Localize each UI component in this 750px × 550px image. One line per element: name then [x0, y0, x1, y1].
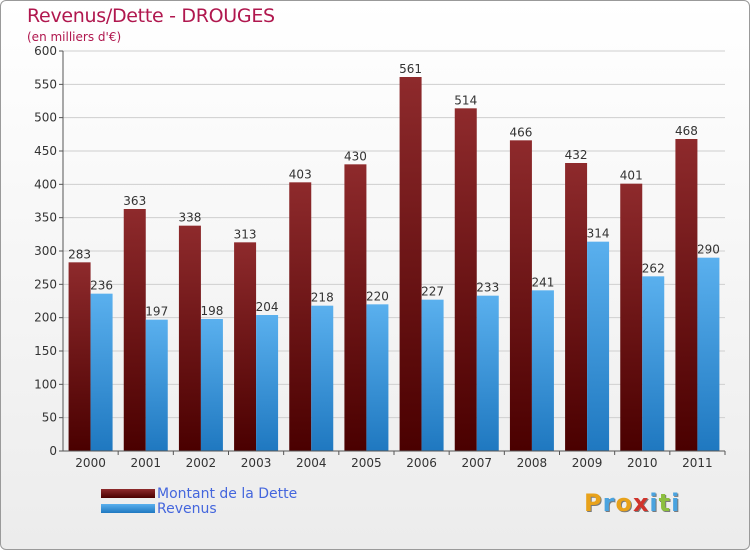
legend-item-revenue: Revenus — [101, 500, 297, 517]
bar-revenue — [366, 304, 389, 451]
data-label: 432 — [565, 148, 588, 162]
data-label: 514 — [454, 93, 477, 107]
data-label: 401 — [620, 169, 643, 183]
x-tick-label: 2007 — [461, 456, 492, 470]
legend-label-debt: Montant de la Dette — [157, 485, 298, 502]
x-tick-label: 2002 — [186, 456, 217, 470]
y-tick-label: 450 — [34, 144, 57, 158]
y-tick-label: 550 — [34, 77, 57, 91]
data-label: 233 — [476, 281, 499, 295]
bar-debt — [509, 140, 532, 452]
y-tick-label: 200 — [34, 311, 57, 325]
x-tick-label: 2004 — [296, 456, 327, 470]
bar-revenue — [531, 290, 554, 451]
bar-revenue — [697, 257, 720, 451]
x-tick-label: 2006 — [406, 456, 437, 470]
logo-letter: x — [632, 489, 650, 517]
bar-debt — [289, 182, 312, 452]
bar-debt — [399, 77, 422, 451]
data-label: 283 — [68, 247, 91, 261]
bar-revenue — [200, 319, 223, 451]
bar-debt — [344, 164, 367, 452]
x-tick-label: 2005 — [351, 456, 382, 470]
data-label: 363 — [123, 194, 146, 208]
logo-letter: i — [649, 489, 659, 517]
logo-letter: t — [658, 489, 672, 517]
data-label: 314 — [587, 227, 610, 241]
x-tick-label: 2003 — [241, 456, 272, 470]
bar-revenue — [421, 299, 444, 451]
chart-subtitle: (en milliers d'€) — [27, 30, 122, 44]
data-label: 218 — [311, 291, 334, 305]
bar-revenue — [476, 295, 499, 451]
bar-revenue — [256, 315, 279, 451]
y-tick-label: 250 — [34, 277, 57, 291]
y-tick-label: 600 — [34, 44, 57, 58]
y-tick-label: 350 — [34, 211, 57, 225]
bar-debt — [234, 242, 257, 451]
data-label: 561 — [399, 62, 422, 76]
chart-title: Revenus/Dette - DROUGES — [27, 5, 275, 27]
data-label: 262 — [642, 261, 665, 275]
data-label: 403 — [289, 167, 312, 181]
data-label: 313 — [234, 227, 257, 241]
y-tick-label: 150 — [34, 344, 57, 358]
y-tick-label: 50 — [42, 411, 57, 425]
data-label: 290 — [697, 243, 720, 257]
x-tick-label: 2010 — [627, 456, 658, 470]
legend-swatch-revenue — [101, 504, 155, 513]
proxiti-logo: Proxiti — [584, 489, 680, 517]
x-tick-label: 2011 — [682, 456, 713, 470]
y-tick-label: 100 — [34, 377, 57, 391]
x-tick-label: 2008 — [517, 456, 548, 470]
y-tick-label: 400 — [34, 177, 57, 191]
legend-swatch-debt — [101, 489, 155, 498]
legend-label-revenue: Revenus — [157, 500, 217, 517]
bar-revenue — [90, 293, 113, 451]
legend-item-debt: Montant de la Dette — [101, 485, 298, 502]
data-label: 338 — [178, 211, 201, 225]
y-tick-label: 300 — [34, 244, 57, 258]
data-label: 466 — [509, 125, 532, 139]
data-label: 197 — [145, 305, 168, 319]
data-label: 430 — [344, 149, 367, 163]
bar-debt — [178, 225, 201, 451]
data-label: 227 — [421, 285, 444, 299]
data-label: 198 — [200, 304, 223, 318]
bar-debt — [454, 108, 477, 451]
bar-revenue — [587, 241, 610, 451]
data-label: 204 — [256, 300, 279, 314]
bar-debt — [123, 209, 146, 451]
data-label: 468 — [675, 124, 698, 138]
x-tick-label: 2009 — [572, 456, 603, 470]
legend: Montant de la Dette Revenus — [101, 485, 298, 517]
bar-debt — [68, 262, 91, 451]
bar-debt — [675, 139, 698, 451]
bar-revenue — [145, 319, 168, 451]
x-tick-label: 2000 — [75, 456, 106, 470]
logo-letter: i — [671, 489, 681, 517]
logo-letter: r — [602, 489, 616, 517]
data-label: 220 — [366, 289, 389, 303]
bar-debt — [565, 163, 588, 451]
data-label: 241 — [531, 275, 554, 289]
logo-letter: o — [615, 489, 633, 517]
logo-letter: P — [584, 489, 603, 517]
data-label: 236 — [90, 279, 113, 293]
y-tick-label: 0 — [49, 444, 57, 458]
bar-revenue — [311, 305, 334, 451]
y-tick-label: 500 — [34, 111, 57, 125]
bar-revenue — [642, 276, 665, 451]
bar-debt — [620, 183, 643, 451]
x-tick-label: 2001 — [130, 456, 161, 470]
